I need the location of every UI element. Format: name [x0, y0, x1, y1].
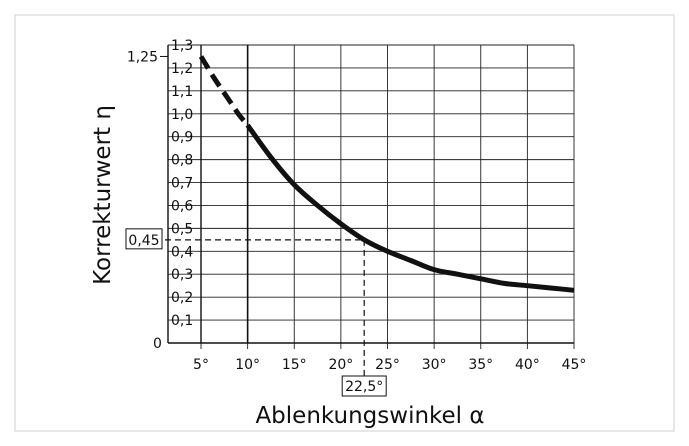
y-tick-label: 0,1	[171, 313, 193, 329]
grid	[168, 44, 575, 349]
curve-series	[198, 55, 575, 293]
x-tick-label: 25°	[375, 357, 400, 373]
axes	[167, 45, 574, 344]
y-axis-label: Korrekturwert η	[90, 105, 116, 285]
y-tick-label: 1,2	[171, 61, 193, 77]
y-annotation-box	[125, 228, 163, 250]
x-tick-label: 15°	[282, 357, 307, 373]
x-tick-label: 20°	[328, 357, 353, 373]
outer-frame	[14, 14, 675, 432]
y-tick-label: 0,4	[171, 244, 193, 260]
y-tick-label: 0,5	[171, 221, 193, 237]
x-tick-label: 30°	[422, 357, 447, 373]
annotations: 1,25 0,45 22,5°	[125, 49, 387, 397]
x-tick-label: 45°	[562, 357, 587, 373]
x-annotation-box	[341, 375, 387, 397]
y-tick-labels: 0 0,1 0,2 0,3 0,4 0,5 0,6 0,7 0,8 0,9 1,0 1,1 1,2 1,3	[153, 38, 193, 352]
y-tick-label: 0,2	[171, 290, 193, 306]
x-tick-label: 10°	[235, 357, 260, 373]
y-tick-label: 0,7	[171, 176, 193, 192]
y-tick-label: 0	[153, 336, 162, 352]
y-tick-label: 1,3	[171, 38, 193, 54]
y-tick-label: 0,6	[171, 198, 193, 214]
y-tick-label: 1,0	[171, 107, 193, 123]
y-tick-label: 1,1	[171, 84, 193, 100]
y-annotation-label: 1,25	[127, 49, 158, 65]
x-tick-label: 5°	[193, 357, 209, 373]
y-tick-label: 0,8	[171, 153, 193, 169]
x-annotation-label: 22,5°	[345, 379, 383, 395]
x-tick-label: 35°	[468, 357, 493, 373]
y-annotation-label: 0,45	[128, 233, 159, 249]
y-tick-label: 0,9	[171, 130, 193, 146]
series-line-solid	[245, 123, 575, 293]
series-line-dashed	[198, 55, 250, 127]
reference-lines	[165, 45, 365, 378]
x-axis-label: Ablenkungswinkel α	[255, 403, 484, 429]
y-tick-label: 0,3	[171, 267, 193, 283]
x-tick-label: 40°	[515, 357, 540, 373]
x-tick-labels: 5° 10° 15° 20° 25° 30° 35° 40° 45°	[193, 357, 586, 373]
